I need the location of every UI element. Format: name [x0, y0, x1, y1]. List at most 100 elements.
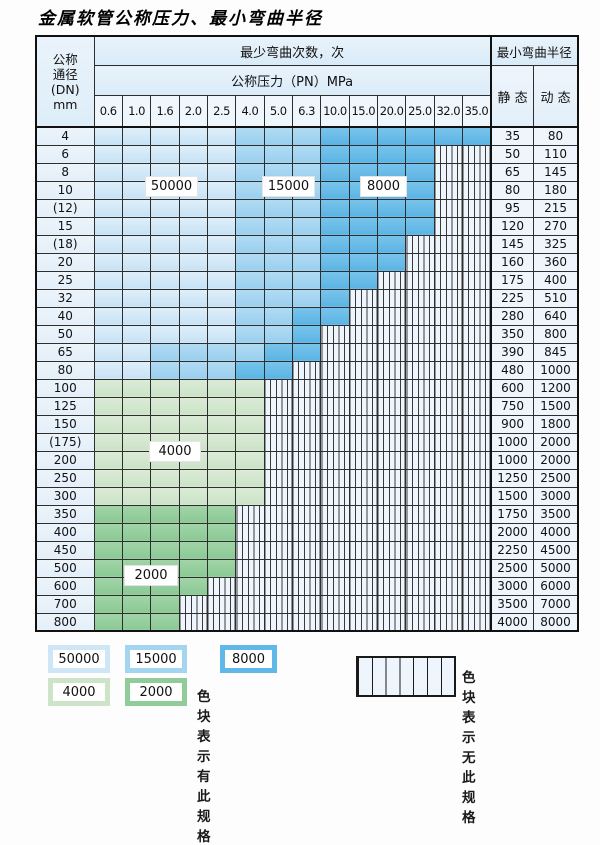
static-radius-value: 80	[489, 180, 535, 200]
dynamic-radius-value: 845	[533, 342, 579, 362]
pressure-cell-5.0-15000次	[263, 324, 293, 344]
pressure-cell-32.0-无此规格	[433, 288, 463, 308]
pressure-cell-0.6-4000次	[93, 378, 123, 398]
spec-table: 公称 通径 (DN) mm 最少弯曲次数，次 最小弯曲半径 公称压力（PN）MPa 静…	[35, 35, 579, 632]
dynamic-radius-value: 6000	[533, 576, 579, 596]
pressure-cell-1.0-50000次	[121, 342, 152, 362]
pressure-cell-1.6-50000次	[150, 252, 180, 272]
pressure-cell-20.0-无此规格	[376, 540, 407, 560]
value-label-8000: 8000	[360, 176, 407, 197]
dn-cell: 350	[35, 504, 95, 524]
pressure-cell-0.6-2000次	[93, 540, 123, 560]
pressure-cell-10.0-无此规格	[320, 612, 350, 632]
pressure-cell-25.0-无此规格	[405, 432, 435, 452]
table-row-dn-600: 600 3000 6000	[35, 576, 579, 596]
pressure-cell-0.6-2000次	[93, 612, 123, 632]
pressure-cell-25.0-无此规格	[405, 288, 435, 308]
pressure-cell-1.6-50000次	[150, 270, 180, 290]
pressure-cell-15.0-无此规格	[348, 324, 378, 344]
pressure-cell-15.0-无此规格	[348, 396, 378, 416]
pressure-cell-6.3-无此规格	[291, 378, 322, 398]
legend-swatch-8000: 8000	[220, 645, 277, 673]
pressure-cell-10.0-无此规格	[320, 468, 350, 488]
table-row-dn-700: 700 3500 7000	[35, 594, 579, 614]
pressure-cell-2.5-50000次	[206, 288, 237, 308]
dynamic-radius-value: 2500	[533, 468, 579, 488]
pressure-cell-10.0-无此规格	[320, 540, 350, 560]
static-radius-value: 160	[489, 252, 535, 272]
dynamic-radius-value: 1000	[533, 360, 579, 380]
pressure-cell-32.0-无此规格	[433, 414, 463, 434]
pressure-cell-25.0-8000次	[405, 144, 435, 164]
pressure-cell-6.3-无此规格	[291, 594, 322, 614]
pressure-cell-1.6-4000次	[150, 468, 180, 488]
value-label-4000: 4000	[149, 441, 201, 462]
pressure-cell-0.6-50000次	[93, 252, 123, 272]
pressure-cell-10.0-无此规格	[320, 594, 350, 614]
pressure-cell-10.0-无此规格	[320, 522, 350, 542]
pressure-cell-6.3-无此规格	[291, 360, 322, 380]
table-row-dn-80: 80 480 1000	[35, 360, 579, 380]
pressure-cell-2.5-无此规格	[206, 576, 237, 596]
pressure-cell-25.0-8000次	[405, 126, 435, 146]
pressure-cell-35.0-无此规格	[461, 486, 492, 506]
pressure-cell-5.0-15000次	[263, 234, 293, 254]
pressure-cell-1.0-4000次	[121, 450, 152, 470]
static-radius-value: 65	[489, 162, 535, 182]
pressure-cell-2.5-50000次	[206, 270, 237, 290]
pressure-cell-10.0-无此规格	[320, 342, 350, 362]
pressure-cell-2.5-2000次	[206, 522, 237, 542]
pressure-cell-35.0-无此规格	[461, 612, 492, 632]
pressure-cell-5.0-无此规格	[263, 576, 293, 596]
pressure-cell-0.6-2000次	[93, 594, 123, 614]
pressure-cell-4.0-15000次	[235, 288, 265, 308]
static-radius-value: 1750	[489, 504, 535, 524]
pressure-cell-32.0-无此规格	[433, 342, 463, 362]
dn-cell: 125	[35, 396, 95, 416]
dynamic-radius-value: 1500	[533, 396, 579, 416]
dn-cell: 65	[35, 342, 95, 362]
pressure-cell-6.3-15000次	[291, 216, 322, 236]
pressure-cell-1.0-4000次	[121, 378, 152, 398]
pressure-cell-10.0-无此规格	[320, 414, 350, 434]
pressure-cell-10.0-无此规格	[320, 324, 350, 344]
pressure-cell-2.5-4000次	[206, 468, 237, 488]
pressure-cell-2.0-50000次	[178, 306, 208, 326]
pressure-cell-20.0-无此规格	[376, 450, 407, 470]
dn-cell: 600	[35, 576, 95, 596]
pressure-cell-6.3-无此规格	[291, 450, 322, 470]
pressure-cell-1.0-4000次	[121, 414, 152, 434]
pressure-cell-35.0-无此规格	[461, 180, 492, 200]
legend-note-has-spec: 色块表示有此规格	[197, 689, 212, 845]
pressure-cell-20.0-无此规格	[376, 558, 407, 578]
pressure-cell-35.0-无此规格	[461, 450, 492, 470]
pressure-cell-32.0-无此规格	[433, 234, 463, 254]
pressure-tick-5.0: 5.0	[263, 95, 293, 128]
pressure-tick-2.0: 2.0	[178, 95, 208, 128]
static-radius-value: 50	[489, 144, 535, 164]
pressure-cell-4.0-无此规格	[235, 612, 265, 632]
dynamic-radius-value: 110	[533, 144, 579, 164]
pressure-cell-32.0-无此规格	[433, 540, 463, 560]
pressure-cell-35.0-无此规格	[461, 198, 492, 218]
pressure-cell-4.0-4000次	[235, 432, 265, 452]
pressure-cell-2.5-15000次	[206, 360, 237, 380]
pressure-cell-5.0-15000次	[263, 216, 293, 236]
pressure-cell-15.0-无此规格	[348, 288, 378, 308]
pressure-tick-1.0: 1.0	[121, 95, 152, 128]
pressure-cell-5.0-无此规格	[263, 468, 293, 488]
pressure-cell-32.0-无此规格	[433, 360, 463, 380]
legend-swatch-15000: 15000	[125, 645, 187, 673]
pressure-cell-32.0-无此规格	[433, 612, 463, 632]
pressure-cell-1.6-50000次	[150, 198, 180, 218]
pressure-cell-1.0-50000次	[121, 270, 152, 290]
static-radius-value: 2250	[489, 540, 535, 560]
pressure-cell-2.0-2000次	[178, 504, 208, 524]
pressure-cell-32.0-无此规格	[433, 504, 463, 524]
pressure-cell-5.0-15000次	[263, 126, 293, 146]
static-radius-value: 175	[489, 270, 535, 290]
static-radius-value: 1000	[489, 432, 535, 452]
pressure-cell-25.0-无此规格	[405, 576, 435, 596]
pressure-cell-25.0-无此规格	[405, 594, 435, 614]
pressure-cell-4.0-无此规格	[235, 522, 265, 542]
